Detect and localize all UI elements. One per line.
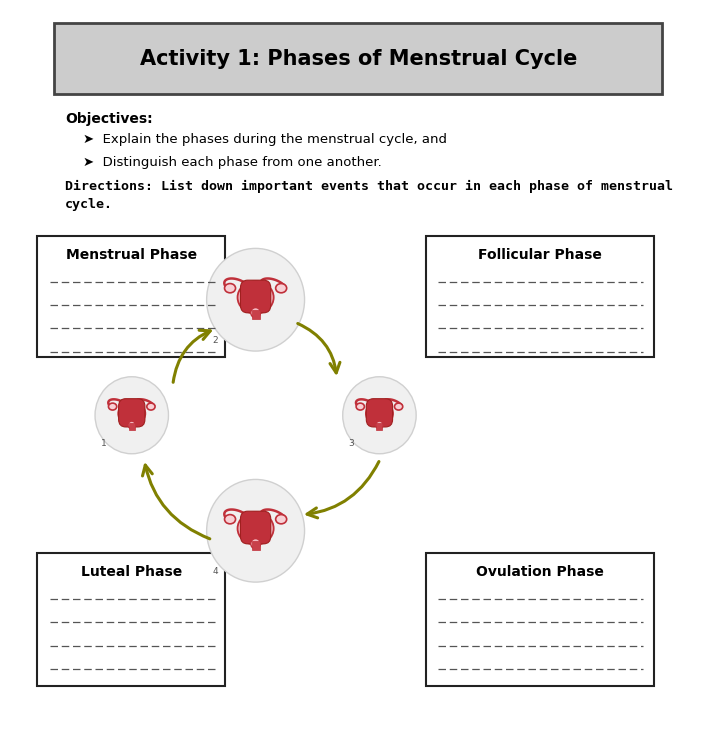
Text: Follicular Phase: Follicular Phase — [478, 248, 602, 262]
Text: Ovulation Phase: Ovulation Phase — [476, 565, 604, 579]
Ellipse shape — [128, 421, 135, 429]
Text: Objectives:: Objectives: — [65, 112, 153, 125]
Text: 1: 1 — [101, 439, 107, 448]
FancyBboxPatch shape — [37, 553, 225, 686]
Ellipse shape — [251, 538, 261, 549]
Circle shape — [343, 377, 416, 454]
Bar — [129, 423, 135, 430]
Ellipse shape — [238, 282, 274, 313]
Text: Luteal Phase: Luteal Phase — [81, 565, 182, 579]
Circle shape — [207, 248, 305, 351]
Text: ➤  Explain the phases during the menstrual cycle, and: ➤ Explain the phases during the menstrua… — [83, 133, 447, 146]
Ellipse shape — [109, 403, 117, 410]
Ellipse shape — [356, 403, 364, 410]
Ellipse shape — [276, 284, 287, 293]
FancyBboxPatch shape — [37, 236, 225, 357]
Ellipse shape — [395, 403, 402, 410]
FancyBboxPatch shape — [240, 280, 271, 313]
Text: 2: 2 — [212, 336, 218, 345]
FancyBboxPatch shape — [366, 399, 392, 427]
Text: Activity 1: Phases of Menstrual Cycle: Activity 1: Phases of Menstrual Cycle — [140, 49, 577, 69]
FancyBboxPatch shape — [119, 399, 145, 427]
Bar — [251, 541, 260, 550]
Circle shape — [95, 377, 168, 454]
Ellipse shape — [118, 402, 145, 426]
Ellipse shape — [225, 515, 235, 524]
Bar — [251, 310, 260, 319]
FancyBboxPatch shape — [426, 236, 654, 357]
FancyBboxPatch shape — [426, 553, 654, 686]
Text: 3: 3 — [348, 439, 354, 448]
Text: Menstrual Phase: Menstrual Phase — [66, 248, 197, 262]
Circle shape — [207, 479, 305, 582]
Ellipse shape — [225, 284, 235, 293]
FancyBboxPatch shape — [54, 23, 662, 94]
Bar — [377, 423, 382, 430]
Ellipse shape — [251, 307, 261, 318]
Ellipse shape — [366, 402, 393, 426]
Ellipse shape — [376, 421, 383, 429]
Text: ➤  Distinguish each phase from one another.: ➤ Distinguish each phase from one anothe… — [83, 156, 382, 169]
Ellipse shape — [276, 515, 287, 524]
Text: 4: 4 — [212, 567, 218, 576]
Ellipse shape — [147, 403, 155, 410]
Text: Directions: List down important events that occur in each phase of menstrual
cyc: Directions: List down important events t… — [65, 180, 672, 211]
Ellipse shape — [238, 513, 274, 544]
FancyBboxPatch shape — [240, 511, 271, 544]
